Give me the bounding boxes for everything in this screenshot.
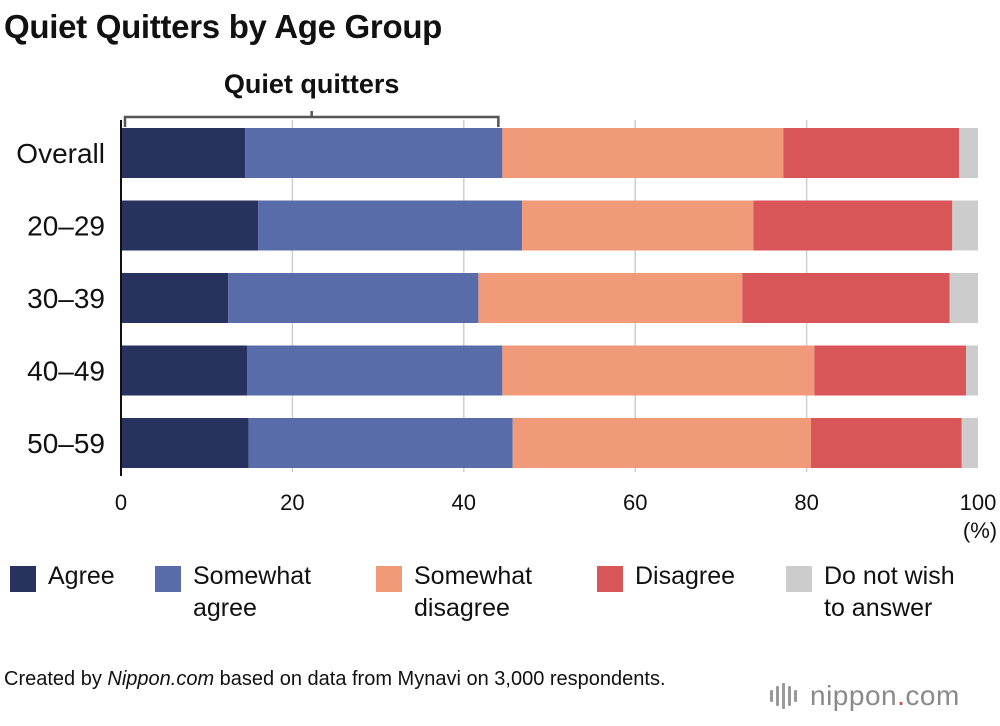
bar-somewhat-disagree — [502, 128, 784, 178]
x-tick-label: 40 — [452, 490, 476, 515]
bar-do-not-wish-to-answer — [966, 345, 978, 396]
bar-somewhat-agree — [228, 273, 479, 323]
bracket-label: Quiet quitters — [224, 69, 400, 99]
bar-disagree — [814, 345, 967, 396]
category-label: 30–39 — [27, 283, 105, 314]
bar-agree — [121, 200, 259, 251]
source-name: Nippon.com — [107, 668, 215, 690]
x-tick-label: 60 — [623, 490, 647, 515]
bar-somewhat-disagree — [502, 345, 815, 396]
legend-label: Somewhat — [414, 562, 533, 590]
bar-disagree — [783, 128, 960, 178]
legend-swatch-disagree — [597, 566, 623, 592]
legend-label: Somewhat — [193, 562, 312, 590]
bar-do-not-wish-to-answer — [949, 273, 978, 323]
bar-disagree — [742, 273, 950, 323]
legend-label-line2: agree — [193, 594, 257, 622]
logo-domain: com — [905, 680, 960, 711]
bar-agree — [121, 345, 247, 396]
chart-title: Quiet Quitters by Age Group — [4, 8, 443, 45]
bar-agree — [121, 418, 249, 468]
logo-bars-icon — [770, 683, 800, 709]
legend-item-agree: Agree — [10, 560, 115, 592]
x-tick-label: 80 — [794, 490, 818, 515]
x-tick-label: 100 — [960, 490, 997, 515]
x-tick-label: 20 — [280, 490, 304, 515]
x-tick-label: 0 — [115, 490, 127, 515]
legend-swatch-no-answer — [786, 566, 812, 592]
legend-label: Do not wish — [824, 562, 955, 590]
category-label: 50–59 — [27, 428, 105, 459]
bar-somewhat-agree — [246, 345, 503, 396]
category-label: Overall — [16, 138, 105, 169]
nippon-logo: nippon. com — [770, 680, 960, 712]
bar-somewhat-agree — [245, 128, 503, 178]
source-suffix: based on data from Mynavi on 3,000 respo… — [214, 668, 666, 690]
bar-somewhat-disagree — [522, 200, 754, 251]
bar-agree — [121, 128, 246, 178]
legend-swatch-agree — [10, 566, 36, 592]
bar-do-not-wish-to-answer — [952, 200, 978, 251]
source-prefix: Created by — [4, 668, 108, 690]
bar-do-not-wish-to-answer — [961, 418, 978, 468]
bar-agree — [121, 273, 229, 323]
legend-item-somewhat-agree: Somewhat agree — [155, 560, 311, 624]
legend-swatch-somewhat-disagree — [376, 566, 402, 592]
bar-somewhat-disagree — [478, 273, 743, 323]
logo-name: nippon — [810, 680, 898, 711]
legend: Agree Somewhat agree Somewhat disagree D… — [0, 560, 1000, 640]
stacked-bar-chart: Overall 20–29 30–39 40–49 50–59 0 20 40 60 80 100 (… — [16, 69, 997, 543]
legend-item-disagree: Disagree — [597, 560, 735, 592]
logo-dot: . — [897, 680, 906, 711]
legend-label: Disagree — [635, 562, 736, 590]
legend-label: Agree — [48, 562, 115, 590]
bar-do-not-wish-to-answer — [959, 128, 978, 178]
quiet-quitters-bracket — [123, 111, 500, 127]
category-label: 20–29 — [27, 211, 105, 242]
bar-somewhat-agree — [258, 200, 523, 251]
legend-label-line2: disagree — [414, 594, 510, 622]
legend-label-line2: to answer — [824, 594, 933, 622]
bar-somewhat-agree — [248, 418, 513, 468]
category-label: 40–49 — [27, 356, 105, 387]
bar-disagree — [810, 418, 962, 468]
bar-somewhat-disagree — [512, 418, 811, 468]
source-note: Created by Nippon.com based on data from… — [4, 666, 724, 693]
x-unit-label: (%) — [963, 518, 997, 543]
legend-item-no-answer: Do not wish to answer — [786, 560, 955, 624]
legend-swatch-somewhat-agree — [155, 566, 181, 592]
bar-disagree — [753, 200, 953, 251]
legend-item-somewhat-disagree: Somewhat disagree — [376, 560, 532, 624]
